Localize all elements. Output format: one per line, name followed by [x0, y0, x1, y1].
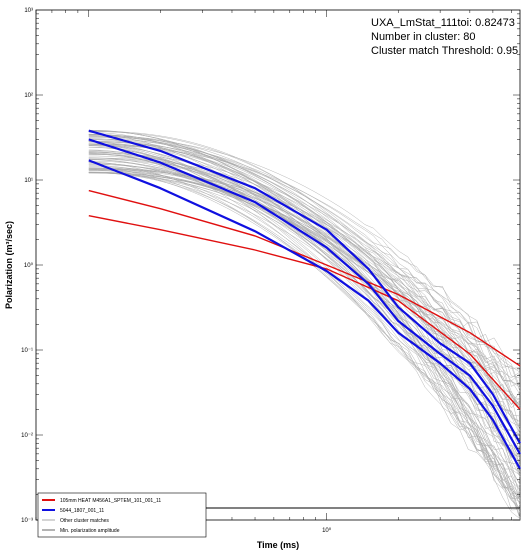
- cluster-match-line: [88, 132, 521, 511]
- annotation-box: UXA_LmStat_111toi: 0.82473 Number in clu…: [371, 17, 518, 57]
- plot-area: [35, 9, 521, 521]
- cluster-match-line: [88, 143, 521, 511]
- legend-label-blue: 5044_1807_001_11: [60, 508, 104, 514]
- cluster-match-line: [88, 144, 521, 472]
- series-line: [88, 159, 521, 470]
- y-tick-label: 10³: [24, 8, 33, 14]
- annotation-line-2: Number in cluster: 80: [371, 31, 476, 43]
- cluster-match-line: [88, 167, 521, 500]
- cluster-match-line: [88, 171, 521, 459]
- cluster-match-line: [88, 169, 521, 428]
- x-tick-label: 10⁰: [322, 527, 332, 534]
- cluster-match-line: [88, 138, 521, 496]
- cluster-match-line: [88, 134, 521, 427]
- y-tick-label: 10²: [24, 93, 33, 99]
- cluster-match-line: [88, 152, 521, 510]
- cluster-match-line: [88, 171, 521, 405]
- cluster-match-line: [88, 167, 521, 402]
- y-tick-label: 10⁻²: [21, 433, 33, 439]
- cluster-match-line: [88, 130, 521, 434]
- y-tick-label: 10⁰: [24, 262, 34, 269]
- cluster-match-line: [88, 172, 521, 411]
- legend-box: [37, 492, 207, 538]
- annotation-line-3: Cluster match Threshold: 0.95: [371, 45, 518, 57]
- cluster-match-line: [88, 144, 521, 489]
- cluster-match-line: [88, 149, 521, 406]
- y-tick-label: 10¹: [24, 178, 33, 184]
- legend-label-black: Min. polarization amplitude: [60, 528, 120, 534]
- cluster-match-line: [88, 152, 521, 387]
- series-line: [88, 189, 521, 367]
- legend-label-gray: Other cluster matches: [60, 518, 109, 524]
- series-lines: [88, 129, 521, 470]
- cluster-match-line: [88, 159, 521, 472]
- y-axis-title: Polarization (m³/sec): [4, 221, 14, 309]
- legend-label-red: 105mm HEAT M456A1_SPTEM_101_001_11: [60, 498, 161, 504]
- x-axis-title: Time (ms): [257, 540, 299, 550]
- cluster-match-line: [88, 135, 521, 478]
- series-line: [88, 129, 521, 444]
- cluster-match-line: [88, 131, 521, 446]
- y-tick-label: 10⁻³: [21, 518, 33, 524]
- series-line: [88, 138, 521, 455]
- cluster-match-line: [88, 145, 521, 379]
- cluster-match-line: [88, 135, 521, 513]
- series-line: [88, 215, 521, 410]
- cluster-match-line: [88, 172, 521, 467]
- cluster-match-line: [88, 141, 521, 521]
- cluster-match-line: [88, 141, 521, 485]
- annotation-line-1: UXA_LmStat_111toi: 0.82473: [371, 17, 515, 29]
- legend: 105mm HEAT M456A1_SPTEM_101_001_11 5044_…: [37, 492, 207, 538]
- cluster-match-line: [88, 141, 521, 408]
- cluster-match-line: [88, 151, 521, 519]
- y-tick-label: 10⁻¹: [21, 348, 33, 354]
- cluster-match-line: [88, 172, 521, 519]
- cluster-match-line: [88, 133, 521, 382]
